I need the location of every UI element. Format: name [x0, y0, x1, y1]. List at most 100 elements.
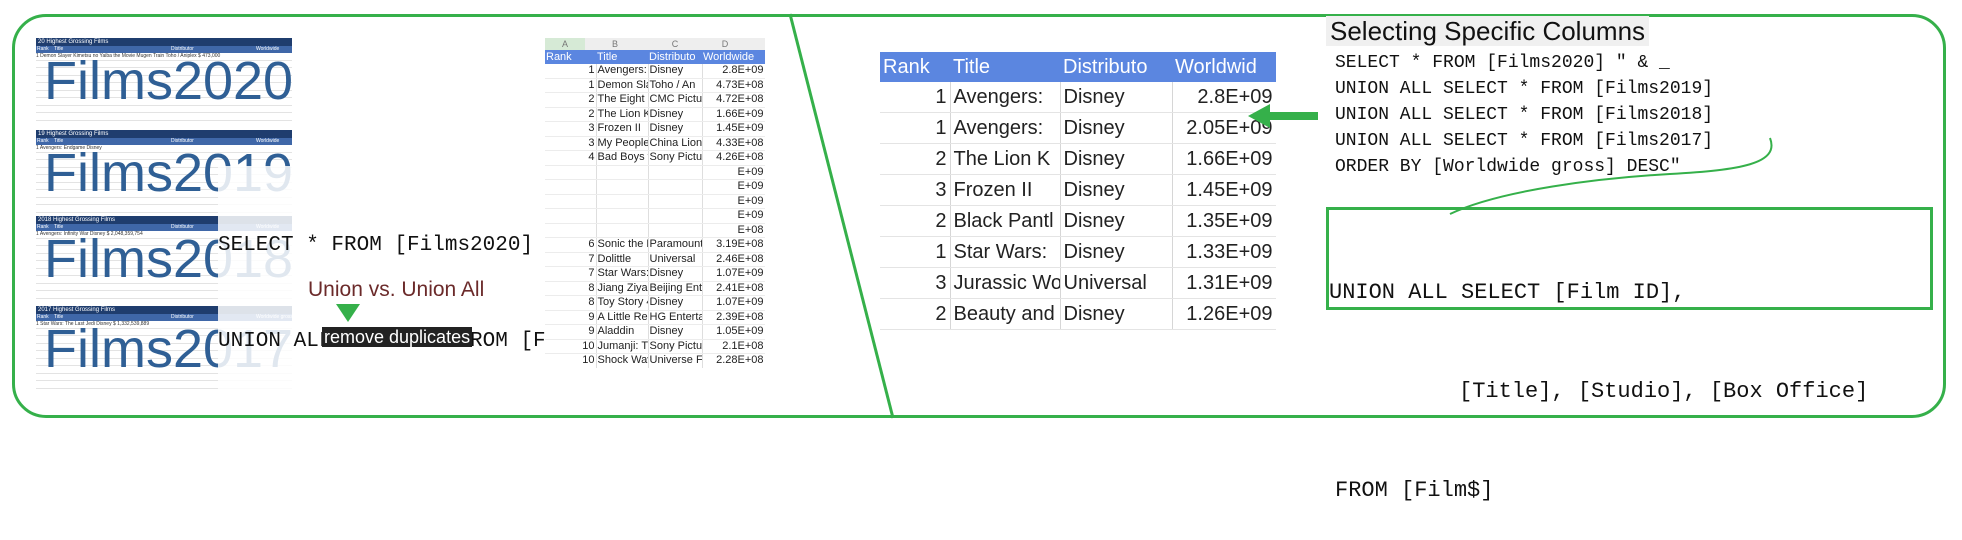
table-cell[interactable]: E+08	[702, 223, 765, 238]
table-cell[interactable]: 1	[880, 82, 951, 113]
table-cell[interactable]: Disney	[1060, 205, 1173, 237]
table-cell[interactable]: Beauty and	[950, 298, 1061, 330]
table-cell[interactable]: 1.45E+09	[702, 121, 765, 137]
table-cell[interactable]: 2.1E+08	[702, 339, 765, 354]
table-cell[interactable]: 4.26E+08	[702, 150, 765, 166]
table-cell[interactable]: 3.19E+08	[702, 237, 765, 253]
table-cell[interactable]: Bad Boys f	[596, 150, 649, 166]
mini-header-cell[interactable]: Rank	[545, 50, 596, 64]
mini-header-cell[interactable]: Title	[596, 50, 648, 64]
table-cell[interactable]: 7	[545, 266, 597, 282]
table-cell[interactable]: 2	[880, 298, 951, 330]
table-cell[interactable]	[596, 179, 649, 195]
table-cell[interactable]: My People	[596, 136, 649, 151]
table-cell[interactable]: Sony Pictu	[648, 339, 703, 354]
table-cell[interactable]: 1.45E+09	[1172, 174, 1276, 206]
table-cell[interactable]	[648, 208, 703, 224]
table-cell[interactable]: Disney	[648, 324, 703, 340]
table-cell[interactable]: Jiang Ziya	[596, 281, 649, 296]
table-cell[interactable]: 1	[545, 78, 597, 93]
table-cell[interactable]	[545, 208, 597, 224]
table-cell[interactable]: Star Wars:	[596, 266, 649, 282]
table-cell[interactable]: Jurassic Wo	[950, 267, 1061, 299]
table-cell[interactable]: 2	[880, 143, 951, 175]
table-cell[interactable]: 4.73E+08	[702, 78, 765, 93]
table-cell[interactable]	[545, 165, 597, 180]
table-cell[interactable]: Disney	[648, 64, 703, 79]
table-cell[interactable]: Disney	[1060, 298, 1173, 330]
table-cell[interactable]: E+09	[702, 208, 765, 224]
table-cell[interactable]: 1	[880, 112, 951, 144]
table-cell[interactable]: China Lion	[648, 136, 703, 151]
mini-header-cell[interactable]: Worldwide	[702, 50, 765, 64]
table-cell[interactable]: E+09	[702, 194, 765, 209]
table-cell[interactable]: Disney	[648, 121, 703, 137]
table-cell[interactable]	[596, 223, 649, 238]
table-cell[interactable]	[545, 194, 597, 209]
table-cell[interactable]: Dolittle	[596, 252, 649, 267]
table-cell[interactable]: Universe F	[648, 353, 703, 368]
result-header-cell[interactable]: Distributo	[1060, 52, 1172, 82]
table-cell[interactable]: Paramount	[648, 237, 703, 253]
table-cell[interactable]: Avengers:	[596, 64, 649, 79]
table-cell[interactable]: 2.05E+09	[1172, 112, 1276, 144]
table-cell[interactable]: Avengers:	[950, 82, 1061, 113]
table-cell[interactable]: 4	[545, 150, 597, 166]
table-cell[interactable]: Disney	[1060, 236, 1173, 268]
table-cell[interactable]: 1.66E+09	[1172, 143, 1276, 175]
table-cell[interactable]: Disney	[648, 295, 703, 311]
table-cell[interactable]: Star Wars:	[950, 236, 1061, 268]
table-cell[interactable]: Universal	[1060, 267, 1173, 299]
table-cell[interactable]	[648, 223, 703, 238]
table-cell[interactable]: 9	[545, 310, 597, 325]
table-cell[interactable]: The Lion K	[950, 143, 1061, 175]
table-cell[interactable]: 1.33E+09	[1172, 236, 1276, 268]
table-cell[interactable]: Avengers:	[950, 112, 1061, 144]
table-cell[interactable]: Disney	[648, 266, 703, 282]
table-cell[interactable]	[648, 194, 703, 209]
table-cell[interactable]: Disney	[1060, 82, 1173, 113]
table-cell[interactable]: 10	[545, 353, 597, 368]
table-cell[interactable]: 3	[545, 121, 597, 137]
table-cell[interactable]: Toy Story 4	[596, 295, 649, 311]
table-cell[interactable]: 2.28E+08	[702, 353, 765, 368]
table-cell[interactable]	[648, 165, 703, 180]
table-cell[interactable]	[648, 179, 703, 195]
table-cell[interactable]	[596, 208, 649, 224]
table-cell[interactable]: E+09	[702, 165, 765, 180]
table-cell[interactable]: Black Pantl	[950, 205, 1061, 237]
table-cell[interactable]: Frozen II	[950, 174, 1061, 206]
table-cell[interactable]: 3	[545, 136, 597, 151]
table-cell[interactable]: 2	[545, 107, 597, 122]
table-cell[interactable]: 1.31E+09	[1172, 267, 1276, 299]
table-cell[interactable]: Frozen II	[596, 121, 649, 137]
table-cell[interactable]: A Little Re	[596, 310, 649, 325]
table-cell[interactable]: 1	[545, 64, 597, 79]
table-cell[interactable]	[596, 194, 649, 209]
table-cell[interactable]: 2.41E+08	[702, 281, 765, 296]
table-cell[interactable]: 9	[545, 324, 597, 340]
table-cell[interactable]: Disney	[1060, 112, 1173, 144]
result-header-cell[interactable]: Title	[950, 52, 1060, 82]
table-cell[interactable]: Jumanji: T	[596, 339, 649, 354]
table-cell[interactable]: 8	[545, 295, 597, 311]
table-cell[interactable]: 1.66E+09	[702, 107, 765, 122]
table-cell[interactable]: 2	[880, 205, 951, 237]
table-cell[interactable]: Aladdin	[596, 324, 649, 340]
table-cell[interactable]: Universal	[648, 252, 703, 267]
table-cell[interactable]: 1.35E+09	[1172, 205, 1276, 237]
table-cell[interactable]: 4.72E+08	[702, 92, 765, 108]
table-cell[interactable]: CMC Pictu	[648, 92, 703, 108]
table-cell[interactable]: Demon Sla	[596, 78, 649, 93]
table-cell[interactable]: Toho / An	[648, 78, 703, 93]
table-cell[interactable]: Sony Pictu	[648, 150, 703, 166]
table-cell[interactable]: Disney	[1060, 174, 1173, 206]
table-cell[interactable]: 2.8E+09	[1172, 82, 1276, 113]
table-cell[interactable]: Disney	[648, 107, 703, 122]
mini-header-cell[interactable]: Distributo	[648, 50, 702, 64]
table-cell[interactable]	[596, 165, 649, 180]
table-cell[interactable]: 2.39E+08	[702, 310, 765, 325]
table-cell[interactable]: E+09	[702, 179, 765, 195]
table-cell[interactable]: 1.07E+09	[702, 295, 765, 311]
table-cell[interactable]: 4.33E+08	[702, 136, 765, 151]
